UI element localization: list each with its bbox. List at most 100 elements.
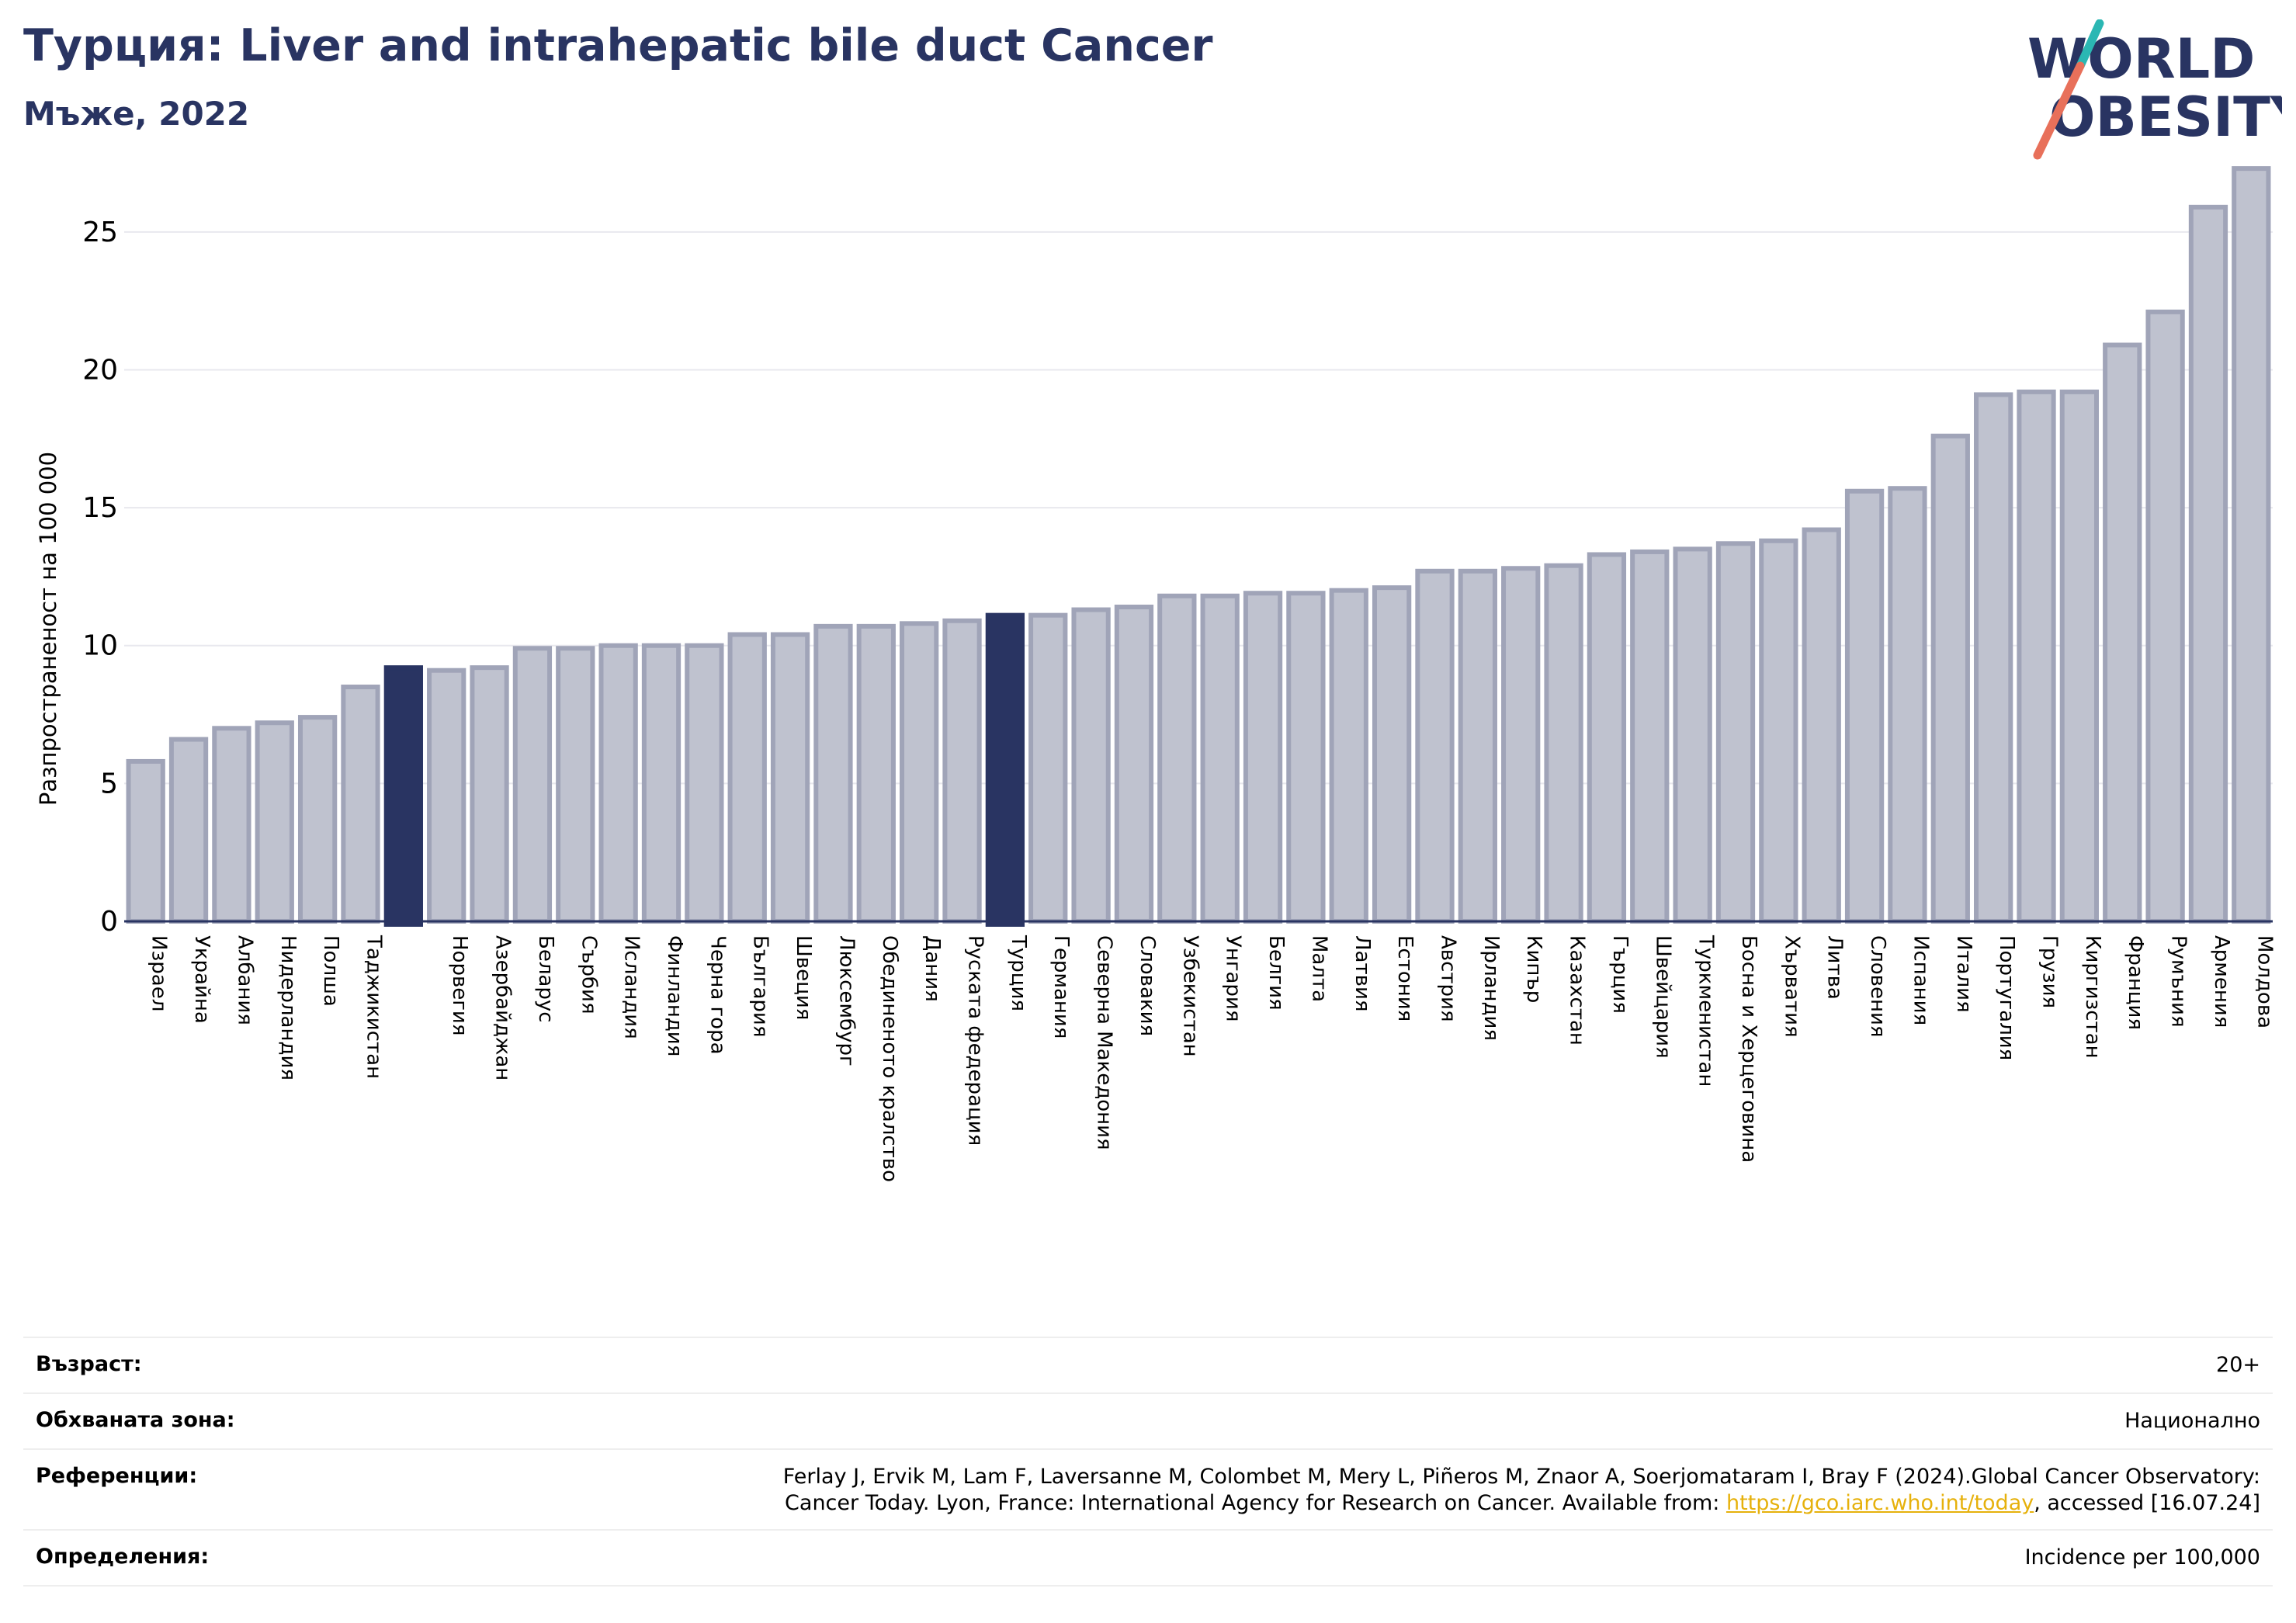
x-tick-label: Хърватия	[1780, 935, 1803, 1038]
logo-line1: WORLD	[2027, 27, 2255, 91]
x-tick-label: Северна Македония	[1093, 935, 1116, 1150]
meta-key: Определения:	[36, 1545, 210, 1569]
y-tick-label: 10	[82, 630, 118, 662]
reference-link[interactable]: https://gco.iarc.who.int/today	[1725, 1491, 2034, 1515]
x-tick-label: Албания	[233, 935, 256, 1025]
bar	[556, 646, 595, 924]
x-tick-label: Австрия	[1436, 935, 1459, 1022]
y-tick-label: 0	[100, 906, 118, 938]
bar	[1888, 486, 1927, 924]
y-ticks: 0 5 10 15 20 25	[82, 217, 118, 938]
y-tick-label: 15	[82, 492, 118, 524]
meta-row-references: Референции: Ferlay J, Ervik M, Lam F, La…	[23, 1448, 2273, 1529]
x-tick-label: Полша	[319, 935, 342, 1007]
x-tick-label: Израел	[147, 935, 171, 1011]
bar	[1028, 612, 1068, 924]
x-tick-label: Финландия	[663, 935, 686, 1056]
x-tick-label: Турция	[1007, 935, 1030, 1011]
bar	[1715, 541, 1756, 924]
bar	[2059, 389, 2100, 924]
bar	[942, 618, 982, 924]
bar	[770, 632, 810, 924]
x-tick-label: Украйна	[190, 935, 213, 1024]
bar	[126, 758, 165, 924]
bar	[727, 632, 767, 924]
bar	[1587, 552, 1627, 924]
bar	[2232, 166, 2271, 924]
x-tick-label: Люксембург	[834, 935, 858, 1066]
x-tick-label: Латвия	[1351, 935, 1374, 1012]
bar	[1114, 604, 1154, 924]
x-tick-label: Обединеното кралство	[878, 935, 901, 1182]
bar	[1673, 546, 1712, 924]
bar	[1974, 392, 2013, 924]
x-tick-label: Словакия	[1136, 935, 1159, 1036]
bar	[2145, 309, 2185, 924]
meta-value: Incidence per 100,000	[2024, 1545, 2260, 1569]
x-tick-label: Германия	[1049, 935, 1073, 1039]
bar-chart: 0 5 10 15 20 25 Израел Украйна Албания Нидерланд…	[35, 166, 2276, 1182]
bar	[1544, 563, 1583, 924]
bar	[1200, 593, 1240, 924]
bar	[1372, 585, 1412, 924]
bar	[341, 685, 380, 924]
bar	[685, 643, 724, 924]
x-tick-label: Грузия	[2038, 935, 2062, 1008]
meta-row-age: Възраст: 20+	[23, 1337, 2273, 1392]
x-tick-label: Румъния	[2167, 935, 2190, 1028]
x-tick-label: Босна и Херцеговина	[1737, 935, 1760, 1163]
bar	[1458, 568, 1497, 924]
x-tick-label: Молдова	[2253, 935, 2276, 1028]
bar	[212, 726, 251, 924]
bar	[1286, 591, 1326, 924]
x-tick-label: Киргизстан	[2081, 935, 2104, 1059]
x-tick-label: България	[749, 935, 772, 1037]
bar	[1501, 566, 1541, 924]
x-tick-label: Италия	[1952, 935, 1975, 1013]
bar	[985, 612, 1025, 927]
bar	[427, 668, 466, 924]
x-tick-label: Белгия	[1264, 935, 1288, 1011]
bar	[1930, 433, 1970, 924]
bar	[1415, 568, 1455, 924]
y-tick-label: 25	[82, 217, 118, 248]
bar	[383, 665, 423, 928]
bar	[1759, 538, 1798, 924]
reference-line1: Ferlay J, Ervik M, Lam F, Laversanne M, …	[782, 1465, 2260, 1489]
meta-value: Национално	[2124, 1409, 2260, 1433]
x-tick-label: Испания	[1909, 935, 1932, 1025]
x-tick-label: Естония	[1393, 935, 1417, 1021]
x-tick-label: Туркменистан	[1694, 935, 1718, 1087]
x-tick-label: Беларус	[534, 935, 557, 1023]
meta-value: 20+	[2216, 1353, 2260, 1377]
bar	[856, 623, 896, 924]
bar	[598, 643, 638, 924]
x-tick-label: Унгария	[1222, 935, 1245, 1021]
bar	[1071, 607, 1111, 924]
x-tick-label: Словения	[1866, 935, 1889, 1038]
x-tick-label: Исландия	[620, 935, 643, 1039]
x-tick-label: Узбекистан	[1178, 935, 1202, 1057]
chart-title: Турция: Liver and intrahepatic bile duct…	[23, 20, 1213, 71]
bar	[255, 720, 294, 924]
bar	[641, 643, 682, 924]
logo-line2: OBESITY	[2049, 85, 2282, 149]
x-tick-label: Дания	[921, 935, 944, 1002]
bar	[297, 715, 338, 924]
x-tick-label: Франция	[2124, 935, 2147, 1030]
x-tick-label: Армения	[2210, 935, 2233, 1028]
bar	[470, 665, 509, 924]
meta-key: Референции:	[36, 1464, 198, 1488]
bar	[2188, 204, 2228, 924]
meta-key: Възраст:	[36, 1352, 142, 1376]
bar	[168, 737, 209, 924]
bar	[900, 621, 939, 924]
reference-line2-pre: Cancer Today. Lyon, France: Internationa…	[785, 1491, 1726, 1515]
bar	[1157, 593, 1197, 924]
reference-line2-post: , accessed [16.07.24]	[2034, 1491, 2260, 1515]
x-tick-label: Литва	[1823, 935, 1847, 1000]
x-tick-label: Сърбия	[577, 935, 600, 1014]
bar	[512, 646, 553, 924]
x-tick-label: Черна гора	[706, 935, 729, 1055]
x-tick-label: Ирландия	[1479, 935, 1503, 1041]
